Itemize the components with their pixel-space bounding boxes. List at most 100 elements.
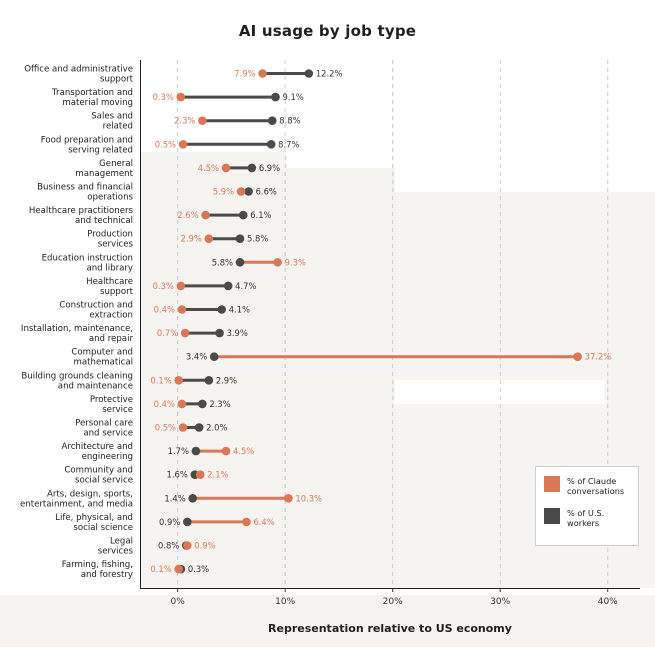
claude-dot [221,163,231,173]
workers-dot [235,234,245,243]
workers-dot [235,258,245,267]
claude-value-label: 0.1% [150,564,171,574]
category-label: Community and social service [64,466,133,486]
category-label: Transportation and material moving [51,88,133,108]
legend: % of Claude conversations % of U.S. work… [535,466,639,546]
claude-value-label: 2.6% [177,210,198,220]
category-label: Food preparation and serving related [41,135,133,155]
workers-dot [183,517,192,527]
legend-label-workers: % of U.S. workers [567,508,605,528]
category-label: Arts, design, sports, entertainment, and … [20,489,133,509]
claude-dot [177,399,187,409]
claude-value-label: 7.9% [234,69,255,79]
claude-dot [174,376,184,385]
claude-dot [201,210,210,220]
workers-value-label: 1.4% [164,493,185,503]
category-label: Legal services [98,537,134,557]
claude-value-label: 9.3% [285,257,306,267]
claude-value-label: 5.9% [213,187,234,197]
claude-value-label: 0.5% [155,423,176,433]
legend-label-claude: % of Claude conversations [567,476,625,496]
claude-value-label: 4.5% [233,446,254,456]
workers-value-label: 12.2% [316,69,343,79]
workers-dot [191,446,201,456]
claude-dot [573,352,582,362]
category-label: Production services [87,230,133,250]
workers-value-label: 2.3% [209,399,230,409]
legend-item-claude: % of Claude conversations [544,476,630,496]
claude-value-label: 2.3% [174,116,195,126]
claude-value-label: 4.5% [198,163,219,173]
category-label: Education instruction and library [42,253,133,273]
workers-dot [194,423,204,432]
claude-dot [273,258,282,267]
category-label: Building grounds cleaning and maintenance [21,371,133,391]
x-tick-label-30: 30% [490,597,510,607]
workers-dot [204,376,214,385]
workers-dot [198,399,207,409]
category-label: Business and financial operations [37,183,133,203]
claude-value-label: 0.4% [154,305,175,315]
claude-dot [176,281,186,291]
plot-background-white-top-right [286,60,655,168]
workers-value-label: 2.9% [216,375,237,385]
category-label: Installation, maintenance, and repair [21,324,134,344]
claude-value-label: 37.2% [585,352,612,362]
chart-title: AI usage by job type [238,22,417,40]
x-axis-label: Representation relative to US economy [268,622,512,635]
x-tick-label-40: 40% [598,597,618,607]
legend-swatch-workers [544,508,560,524]
category-label: Office and administrative support [24,65,133,85]
claude-dot [204,234,214,243]
claude-value-label: 10.3% [295,493,322,503]
category-label: Healthcare support [86,277,133,297]
category-label: Life, physical, and social science [55,513,133,533]
claude-dot [177,305,187,314]
claude-value-label: 0.7% [157,328,178,338]
workers-value-label: 4.7% [235,281,256,291]
workers-value-label: 1.7% [168,446,189,456]
workers-value-label: 3.4% [186,352,207,362]
workers-dot [223,281,233,291]
bottom-background-band [0,595,655,647]
x-tick-label-10: 10% [275,597,295,607]
claude-dot [183,541,192,550]
workers-value-label: 0.8% [158,541,179,551]
workers-value-label: 8.7% [278,139,299,149]
claude-dot [180,328,190,338]
workers-value-label: 2.0% [206,423,227,433]
claude-dot [178,140,188,149]
workers-dot [215,328,224,338]
claude-dot [258,69,267,78]
claude-value-label: 0.9% [194,541,215,551]
workers-dot [304,69,314,78]
workers-value-label: 6.6% [256,187,277,197]
category-label: Healthcare practitioners and technical [29,206,134,226]
x-tick-label-20: 20% [383,597,403,607]
category-label: Construction and extraction [59,301,133,321]
workers-dot [271,92,280,102]
x-tick-label-0: 0% [170,597,185,607]
claude-dot [178,423,188,432]
claude-value-label: 0.5% [155,139,176,149]
workers-dot [209,352,219,362]
claude-dot [242,517,251,527]
claude-value-label: 2.9% [181,234,202,244]
claude-dot [174,564,184,574]
category-label: Protective service [90,395,133,415]
claude-value-label: 6.4% [253,517,274,527]
workers-value-label: 5.8% [212,257,233,267]
claude-value-label: 0.3% [153,281,174,291]
claude-dot [221,446,231,456]
legend-swatch-claude [544,476,560,492]
claude-dot [198,116,207,125]
category-label: Personal care and service [75,419,133,439]
claude-dot [236,187,246,196]
workers-value-label: 4.1% [229,305,250,315]
workers-value-label: 1.6% [167,470,188,480]
workers-value-label: 5.8% [247,234,268,244]
workers-value-label: 8.8% [279,116,300,126]
claude-dot [195,470,205,480]
category-label: Computer and mathematical [71,348,133,368]
